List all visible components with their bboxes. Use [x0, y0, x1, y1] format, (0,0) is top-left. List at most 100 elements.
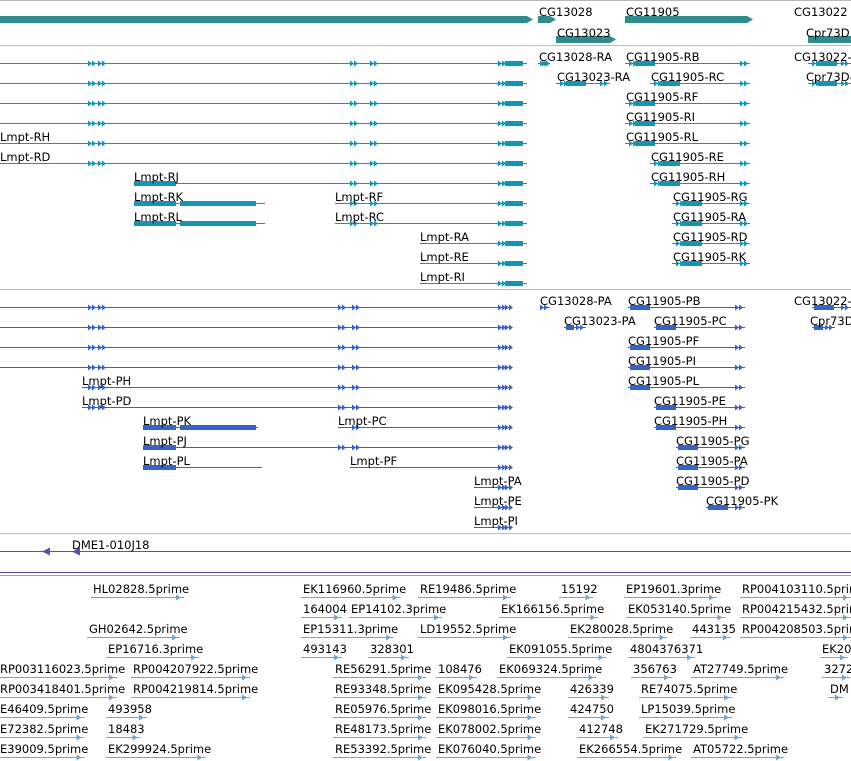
est-feature[interactable]: EK078002.5prime — [436, 722, 541, 741]
transcript-row[interactable]: Lmpt-PL — [143, 454, 262, 470]
transcript-row[interactable]: Lmpt-PH — [82, 374, 513, 391]
est-feature[interactable]: DM — [828, 682, 849, 701]
transcript-row[interactable]: CG11905-RF — [625, 90, 750, 107]
est-feature[interactable]: EP14102.3prime — [349, 602, 446, 621]
transcript-row[interactable]: Lmpt-RA — [420, 230, 527, 247]
est-feature[interactable]: RP004207922.5prime — [131, 662, 258, 681]
clone-track[interactable]: DME1-010J18 — [0, 538, 851, 556]
transcript-row[interactable]: CG11905-PK — [706, 494, 779, 511]
est-feature[interactable]: RP004103110.5prime — [740, 582, 851, 601]
transcript-row[interactable]: CG11905-RD — [672, 230, 750, 247]
transcript-row[interactable]: Lmpt-RJ — [134, 170, 527, 187]
est-feature[interactable]: EK20 — [820, 642, 851, 661]
transcript-row[interactable]: CG11905-RH — [650, 170, 750, 187]
transcript-row[interactable]: CG11905-PD — [676, 474, 750, 491]
est-feature[interactable]: EK266554.5prime — [577, 742, 682, 761]
transcript-row[interactable]: CG11905-PG — [676, 434, 750, 451]
est-feature[interactable]: LD19552.5prime — [418, 622, 516, 641]
gene-track[interactable]: CG13028 CG13023 CG11905 CG13022 Cpr73D — [0, 5, 851, 43]
est-feature[interactable]: EP16716.3prime — [106, 642, 203, 661]
transcript-row[interactable]: CG11905-PL — [628, 374, 745, 391]
est-feature[interactable]: 3272 — [822, 662, 851, 681]
est-feature[interactable]: EK166156.5prime — [499, 602, 604, 621]
transcript-row[interactable] — [0, 100, 527, 107]
gene-feature[interactable]: CG11905 — [625, 5, 753, 23]
transcript-row[interactable]: Lmpt-RI — [420, 270, 527, 287]
est-feature[interactable]: RP003418401.5prime — [0, 682, 125, 701]
est-feature[interactable]: 15192 — [559, 582, 598, 601]
est-feature[interactable]: AT05722.5prime — [691, 742, 788, 761]
transcript-row[interactable] — [0, 80, 527, 87]
transcript-row[interactable]: CG11905-PE — [654, 394, 745, 411]
est-feature[interactable]: EK091055.5prime — [507, 642, 612, 661]
est-feature[interactable]: 493143 — [301, 642, 347, 661]
est-feature[interactable]: GH02642.5prime — [87, 622, 188, 641]
gene-feature[interactable]: CG13022 — [794, 5, 851, 43]
transcript-row[interactable] — [0, 324, 513, 331]
est-feature[interactable]: EP15311.3prime — [301, 622, 398, 641]
est-feature[interactable]: LP15039.5prime — [639, 702, 735, 721]
est-feature[interactable]: EK098016.5prime — [436, 702, 541, 721]
est-feature[interactable]: EK053140.5prime — [626, 602, 731, 621]
transcript-row[interactable]: CG13023-PA — [564, 314, 636, 331]
est-feature[interactable]: E46409.5prime — [0, 702, 88, 721]
transcript-row[interactable] — [0, 120, 527, 127]
gene-feature[interactable] — [0, 16, 527, 23]
est-feature[interactable]: AT27749.5prime — [691, 662, 788, 681]
transcript-row[interactable]: Lmpt-PF — [350, 454, 513, 471]
gene-feature[interactable]: CG13023 — [556, 26, 616, 43]
est-feature[interactable]: RP004219814.5prime — [131, 682, 258, 701]
transcript-row[interactable] — [0, 364, 513, 371]
protein-track[interactable]: Lmpt-PH Lmpt-PD Lmpt-PK Lmpt-PJ Lmpt-PL Lmpt-… — [0, 294, 851, 531]
transcript-row[interactable] — [0, 60, 527, 67]
est-feature[interactable]: RE48173.5prime — [333, 722, 431, 741]
transcript-row[interactable]: Lmpt-RD — [0, 150, 527, 167]
transcript-row[interactable]: CG13028-RA — [538, 50, 612, 67]
transcript-row[interactable]: CG13023-RA — [556, 70, 630, 87]
est-feature[interactable]: 412748 — [577, 722, 623, 741]
est-feature[interactable]: 18483 — [106, 722, 145, 741]
transcript-row[interactable]: Lmpt-RC — [335, 210, 527, 227]
transcript-row[interactable]: Lmpt-PJ — [143, 434, 513, 451]
est-feature[interactable]: HL02828.5prime — [91, 582, 189, 601]
est-feature[interactable]: EK299924.5prime — [106, 742, 211, 761]
transcript-row[interactable]: CG11905-RA — [672, 210, 750, 227]
est-feature[interactable]: EK069324.5prime — [497, 662, 602, 681]
transcript-row[interactable]: Lmpt-RE — [420, 250, 527, 267]
transcript-row[interactable]: Cpr73D- — [806, 70, 851, 87]
est-feature[interactable]: RP004215432.5prime — [740, 602, 851, 621]
est-feature[interactable]: E72382.5prime — [0, 722, 88, 741]
transcript-track[interactable]: Lmpt-RH Lmpt-RD Lmpt-RJ Lmpt-RK Lmpt-RL Lmpt-… — [0, 50, 851, 287]
transcript-row[interactable]: Lmpt-PK — [143, 414, 258, 430]
est-feature[interactable]: RE74075.5prime — [639, 682, 737, 701]
transcript-row[interactable]: CG13022- — [794, 294, 851, 311]
transcript-row[interactable]: Lmpt-PE — [474, 494, 522, 511]
est-feature[interactable]: EP19601.3prime — [624, 582, 721, 601]
transcript-row[interactable]: CG11905-RI — [625, 110, 750, 127]
est-feature[interactable]: EK271729.5prime — [643, 722, 748, 741]
est-feature[interactable]: E39009.5prime — [0, 742, 88, 761]
est-feature[interactable]: RE19486.5prime — [418, 582, 516, 601]
transcript-row[interactable]: CG11905-RB — [625, 50, 750, 67]
transcript-row[interactable]: Lmpt-RH — [0, 130, 527, 147]
est-feature[interactable]: 108476 — [436, 662, 482, 681]
transcript-row[interactable]: CG11905-PC — [654, 314, 745, 331]
est-feature[interactable]: EK095428.5prime — [436, 682, 541, 701]
transcript-row[interactable]: CG11905-RE — [650, 150, 750, 167]
gene-feature[interactable]: CG13028 — [538, 5, 593, 23]
transcript-row[interactable]: CG11905-RC — [650, 70, 750, 87]
transcript-row[interactable]: Lmpt-PC — [338, 414, 513, 431]
est-feature[interactable]: 356763 — [631, 662, 677, 681]
transcript-row[interactable]: CG11905-RK — [672, 250, 750, 267]
transcript-row[interactable]: CG13022- — [794, 50, 851, 67]
est-track[interactable]: HL02828.5prime EK116960.5prime RE19486.5pr… — [0, 582, 851, 761]
transcript-row[interactable] — [0, 304, 513, 311]
transcript-row[interactable]: CG13028-PA — [540, 294, 612, 311]
gene-feature[interactable]: Cpr73D — [806, 26, 850, 40]
est-feature[interactable]: 164004 — [301, 602, 347, 621]
est-feature[interactable]: RP003116023.5prime — [0, 662, 125, 681]
transcript-row[interactable]: CG11905-RG — [672, 190, 750, 207]
est-feature[interactable]: RE56291.5prime — [333, 662, 431, 681]
est-feature[interactable]: EK076040.5prime — [436, 742, 541, 761]
